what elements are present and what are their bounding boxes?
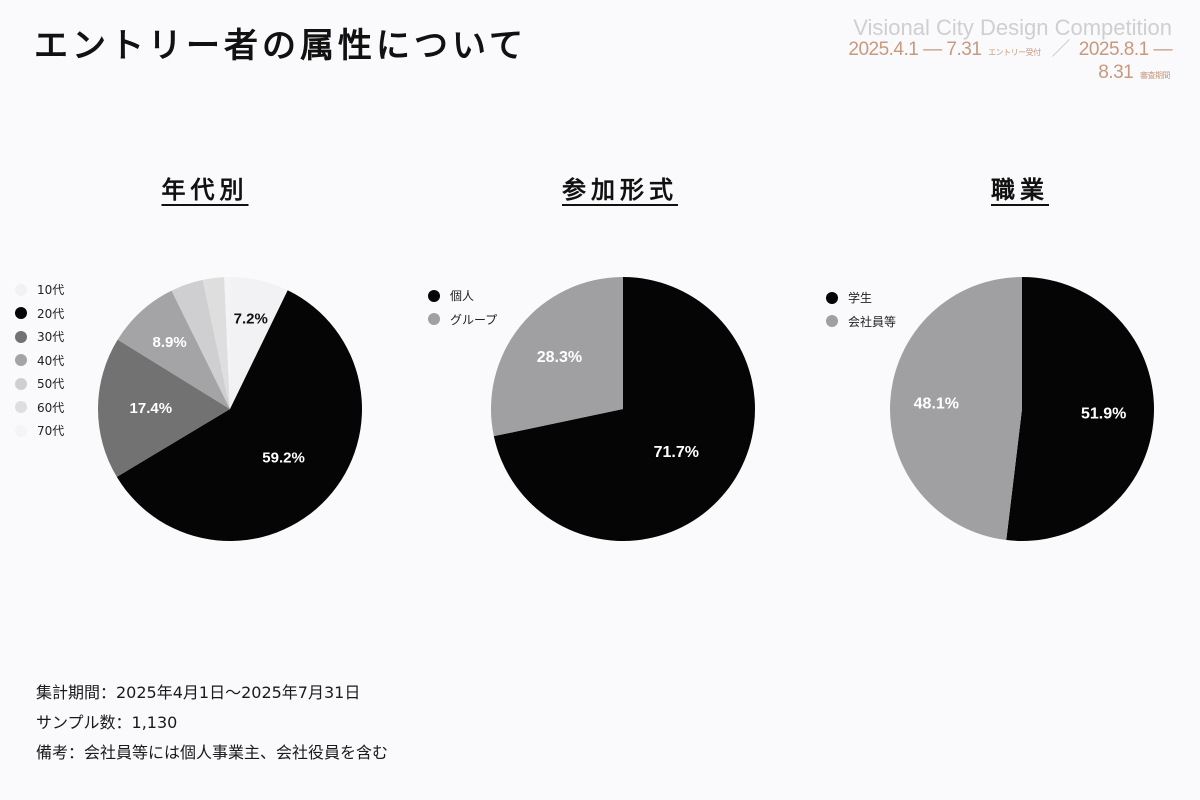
chart-title-occupation: 職業	[991, 176, 1049, 204]
note-sample-size: サンプル数：1,130	[36, 713, 178, 732]
date-separator: ／	[1051, 39, 1070, 60]
chart-title-participation: 参加形式	[562, 176, 678, 204]
pie-data-label-1: 59.2%	[262, 450, 305, 467]
legend-dot	[15, 283, 27, 296]
legend-dot	[428, 313, 440, 326]
legend-participation: 個人 グループ	[428, 284, 497, 331]
legend-label: 会社員等	[848, 314, 897, 329]
chart-occupation: 職業 学生 会社員等 51.9% 48.1%	[820, 170, 1200, 560]
chart-title-age: 年代別	[161, 176, 249, 204]
legend-item-60s: 60代	[15, 396, 64, 420]
legend-label: 40代	[37, 353, 65, 368]
legend-label: 学生	[848, 291, 873, 306]
legend-item-student: 学生	[826, 286, 896, 310]
legend-dot	[826, 315, 838, 328]
legend-label: 10代	[37, 283, 65, 298]
legend-item-group: グループ	[428, 308, 497, 332]
legend-occupation: 学生 会社員等	[826, 286, 896, 333]
legend-label: 70代	[37, 424, 65, 439]
pie-participation: 71.7% 28.3%	[491, 277, 755, 541]
brand-name: Visional City Design Competition	[853, 15, 1172, 40]
pie-slice-1	[889, 277, 1022, 541]
legend-dot	[15, 424, 27, 437]
pie-data-label-1: 48.1%	[914, 395, 959, 412]
legend-label: 個人	[450, 289, 475, 304]
legend-label: 30代	[37, 330, 65, 345]
pie-slice-1	[116, 290, 362, 541]
pie-data-label-0: 7.2%	[234, 310, 268, 327]
legend-label: 20代	[37, 306, 65, 321]
pie-slice-0	[230, 277, 288, 409]
legend-dot	[15, 401, 27, 414]
legend-label: 60代	[37, 400, 65, 415]
pie-data-label-1: 28.3%	[537, 349, 582, 366]
pie-data-label-0: 71.7%	[654, 444, 699, 461]
pie-data-label-3: 8.9%	[152, 334, 186, 351]
legend-item-50s: 50代	[15, 372, 64, 396]
pie-data-label-0: 51.9%	[1081, 405, 1126, 422]
pie-slice-0	[1006, 277, 1154, 541]
legend-dot	[428, 289, 440, 302]
legend-dot	[15, 307, 27, 320]
pie-slice-2	[97, 339, 230, 477]
legend-item-20s: 20代	[15, 302, 64, 326]
pie-slice-5	[202, 277, 230, 409]
legend-dot	[15, 377, 27, 390]
legend-item-individual: 個人	[428, 284, 497, 308]
legend-dot	[15, 330, 27, 343]
chart-participation: 参加形式 個人 グループ 71.7% 28.3%	[420, 170, 820, 560]
legend-item-10s: 10代	[15, 278, 64, 302]
legend-label: グループ	[450, 312, 498, 327]
pie-occupation: 51.9% 48.1%	[889, 277, 1154, 541]
legend-item-70s: 70代	[15, 419, 64, 443]
legend-item-40s: 40代	[15, 349, 64, 373]
legend-label: 50代	[37, 377, 65, 392]
pie-slice-1	[491, 277, 623, 437]
competition-brand: Visional City Design Competition 2025.4.…	[812, 16, 1172, 86]
pie-slice-6	[224, 277, 230, 409]
pie-slice-4	[171, 279, 230, 409]
entry-sub-label: エントリー受付	[988, 48, 1041, 57]
entry-dates: 2025.4.1 — 7.31	[848, 39, 982, 60]
legend-dot	[826, 291, 838, 304]
note-period: 集計期間：2025年4月1日〜2025年7月31日	[36, 683, 361, 702]
pie-slice-3	[117, 290, 230, 409]
legend-item-employee: 会社員等	[826, 310, 896, 334]
notes: 集計期間：2025年4月1日〜2025年7月31日 サンプル数：1,130 備考…	[36, 678, 388, 768]
chart-age: 年代別 10代 20代 30代 40代 50代 60代 70代 7.2% 59.2…	[5, 170, 405, 560]
legend-item-30s: 30代	[15, 325, 64, 349]
review-sub-label: 審査期間	[1140, 71, 1171, 80]
legend-age: 10代 20代 30代 40代 50代 60代 70代	[15, 278, 64, 443]
pie-age: 7.2% 59.2% 17.4% 8.9%	[97, 277, 362, 541]
review-dates: 2025.8.1 — 8.31	[1078, 39, 1173, 83]
page-title: エントリー者の属性について	[34, 26, 527, 66]
pie-slice-0	[493, 277, 755, 541]
pie-data-label-2: 17.4%	[130, 400, 173, 417]
brand-dates: 2025.4.1 — 7.31 エントリー受付 ／ 2025.8.1 — 8.3…	[812, 40, 1172, 86]
note-remarks: 備考：会社員等には個人事業主、会社役員を含む	[36, 743, 389, 762]
legend-dot	[15, 354, 27, 367]
